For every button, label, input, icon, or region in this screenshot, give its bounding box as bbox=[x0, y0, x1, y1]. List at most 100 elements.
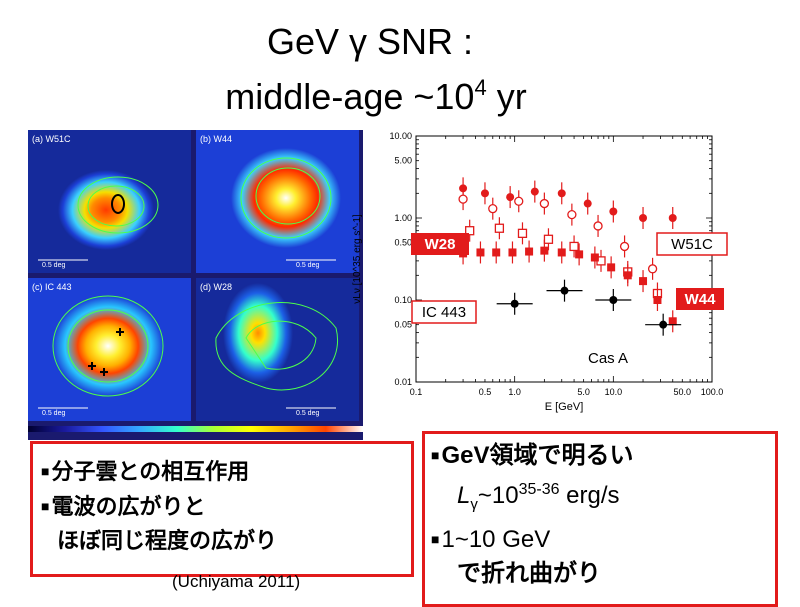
y-tick-label: 5.00 bbox=[394, 156, 412, 166]
data-point bbox=[465, 226, 475, 236]
data-point bbox=[575, 250, 584, 259]
data-point bbox=[653, 296, 662, 304]
map-panel-ic443: (c) IC 443 0.5 deg bbox=[28, 278, 191, 421]
list-item-continued: ほぼ同じ程度の広がり bbox=[57, 528, 278, 553]
map-label: (d) W28 bbox=[200, 282, 233, 292]
annotation-label: W51C bbox=[671, 236, 713, 253]
data-point bbox=[668, 214, 677, 222]
plot-frame bbox=[415, 135, 713, 383]
data-point bbox=[494, 223, 505, 233]
y-tick-label: 0.05 bbox=[394, 320, 412, 330]
data-point bbox=[583, 199, 592, 208]
data-point bbox=[609, 296, 618, 304]
x-tick-label: 5.0 bbox=[577, 387, 590, 397]
data-point bbox=[623, 271, 632, 280]
annotation-box bbox=[580, 347, 636, 369]
x-tick-label: 0.1 bbox=[410, 387, 423, 397]
spectrum-plot: 0.1 0.5 1.0 5.0 10.0 50.0 100.0 0.01 0.05 0.10 0.5… bbox=[340, 128, 740, 428]
right-bullet-list: ■GeV領域で明るい Lγ~1035-36 erg/s ■1~10 GeV で折… bbox=[431, 438, 634, 591]
slide-title: GeV γ SNR : bbox=[266, 21, 474, 62]
data-point bbox=[567, 209, 577, 220]
data-point bbox=[639, 277, 648, 286]
y-tick-label: 1.00 bbox=[394, 213, 412, 223]
data-point bbox=[543, 234, 554, 244]
map-scale: 0.5 deg bbox=[42, 262, 66, 269]
x-axis-label: E [GeV] bbox=[545, 401, 584, 413]
map-panel-w51c: (a) W51C 0.5 deg bbox=[28, 130, 191, 273]
map-scale: 0.5 deg bbox=[42, 410, 66, 417]
data-point bbox=[488, 204, 498, 214]
contour-overlay bbox=[215, 302, 338, 409]
contour-overlay bbox=[240, 157, 336, 261]
list-item: ■分子雲との相互作用 bbox=[41, 459, 250, 484]
data-point bbox=[480, 189, 489, 198]
map-panel-w44: (b) W44 0.5 deg bbox=[196, 130, 359, 273]
data-point bbox=[593, 221, 603, 231]
annotation-label: W44 bbox=[685, 291, 717, 308]
data-point bbox=[590, 253, 599, 262]
snr-maps-figure: (a) W51C 0.5 deg (b) W44 0.5 deg (c) IC … bbox=[28, 130, 363, 440]
data-point bbox=[557, 189, 566, 198]
y-tick-label: 0.10 bbox=[394, 295, 412, 305]
list-item: ■GeV領域で明るい bbox=[431, 442, 634, 469]
list-item: ■1~10 GeV bbox=[431, 525, 551, 553]
y-axis-label: νLν [10^35 erg s^-1] bbox=[352, 214, 363, 304]
data-point bbox=[659, 320, 668, 329]
list-item-continued: で折れ曲がり bbox=[457, 559, 601, 587]
data-point bbox=[525, 247, 534, 256]
colorbar bbox=[28, 426, 363, 432]
data-point bbox=[492, 248, 501, 257]
contour-overlay bbox=[38, 295, 164, 409]
data-point bbox=[639, 214, 648, 222]
data-point bbox=[569, 241, 579, 252]
map-label: (b) W44 bbox=[200, 134, 233, 144]
data-point bbox=[607, 263, 616, 272]
y-tick-label: 10.00 bbox=[389, 131, 412, 141]
reference-citation: (Uchiyama 2011) bbox=[172, 572, 301, 591]
data-point bbox=[510, 299, 519, 308]
data-point bbox=[517, 228, 528, 238]
contour-overlay bbox=[38, 176, 159, 261]
spectrum-chart: 0.1 0.5 1.0 5.0 10.0 50.0 100.0 0.01 0.05 0.10 0.5… bbox=[352, 131, 728, 413]
map-scale: 0.5 deg bbox=[296, 262, 320, 269]
list-item: ■電波の広がりと bbox=[41, 494, 206, 519]
subtitle-exponent: 4 bbox=[474, 75, 487, 100]
y-tick-label: 0.50 bbox=[394, 238, 412, 248]
left-bullet-list: ■分子雲との相互作用 ■電波の広がりと ほぼ同じ程度の広がり bbox=[41, 454, 277, 558]
map-scale: 0.5 deg bbox=[296, 410, 320, 417]
left-summary-box: ■分子雲との相互作用 ■電波の広がりと ほぼ同じ程度の広がり bbox=[30, 441, 414, 577]
data-point bbox=[668, 317, 677, 326]
x-tick-label: 0.5 bbox=[479, 387, 492, 397]
annotation-label: IC 443 bbox=[422, 304, 466, 321]
annotation-box bbox=[676, 288, 724, 310]
data-point bbox=[540, 246, 549, 255]
subtitle-post: yr bbox=[486, 76, 527, 117]
data-point bbox=[514, 196, 524, 206]
data-point bbox=[508, 248, 517, 257]
slide-subtitle: middle-age ~104 yr bbox=[0, 66, 776, 119]
annotation-box bbox=[411, 233, 469, 255]
data-point bbox=[557, 248, 566, 257]
luminosity-line: Lγ~1035-36 erg/s bbox=[457, 481, 620, 513]
x-tick-label: 1.0 bbox=[508, 387, 521, 397]
annotation-label: W28 bbox=[425, 236, 456, 253]
data-point bbox=[530, 187, 539, 196]
right-summary-box: ■GeV領域で明るい Lγ~1035-36 erg/s ■1~10 GeV で折… bbox=[422, 431, 778, 607]
data-point bbox=[560, 286, 569, 295]
x-tick-label: 10.0 bbox=[605, 387, 623, 397]
subtitle-pre: middle-age ~10 bbox=[225, 76, 475, 117]
annotation-box bbox=[411, 300, 477, 324]
map-label: (a) W51C bbox=[32, 134, 71, 144]
data-point bbox=[539, 198, 550, 209]
data-point bbox=[506, 193, 515, 202]
map-label: (c) IC 443 bbox=[32, 282, 72, 292]
data-point bbox=[619, 241, 630, 252]
annotation-box bbox=[656, 232, 728, 256]
data-point bbox=[476, 248, 485, 257]
y-tick-label: 0.01 bbox=[394, 377, 412, 387]
data-point bbox=[609, 207, 618, 216]
annotation-label: Cas A bbox=[588, 350, 628, 367]
x-tick-label: 50.0 bbox=[674, 387, 692, 397]
map-panel-w28: (d) W28 0.5 deg bbox=[196, 278, 359, 421]
x-tick-label: 100.0 bbox=[701, 387, 724, 397]
